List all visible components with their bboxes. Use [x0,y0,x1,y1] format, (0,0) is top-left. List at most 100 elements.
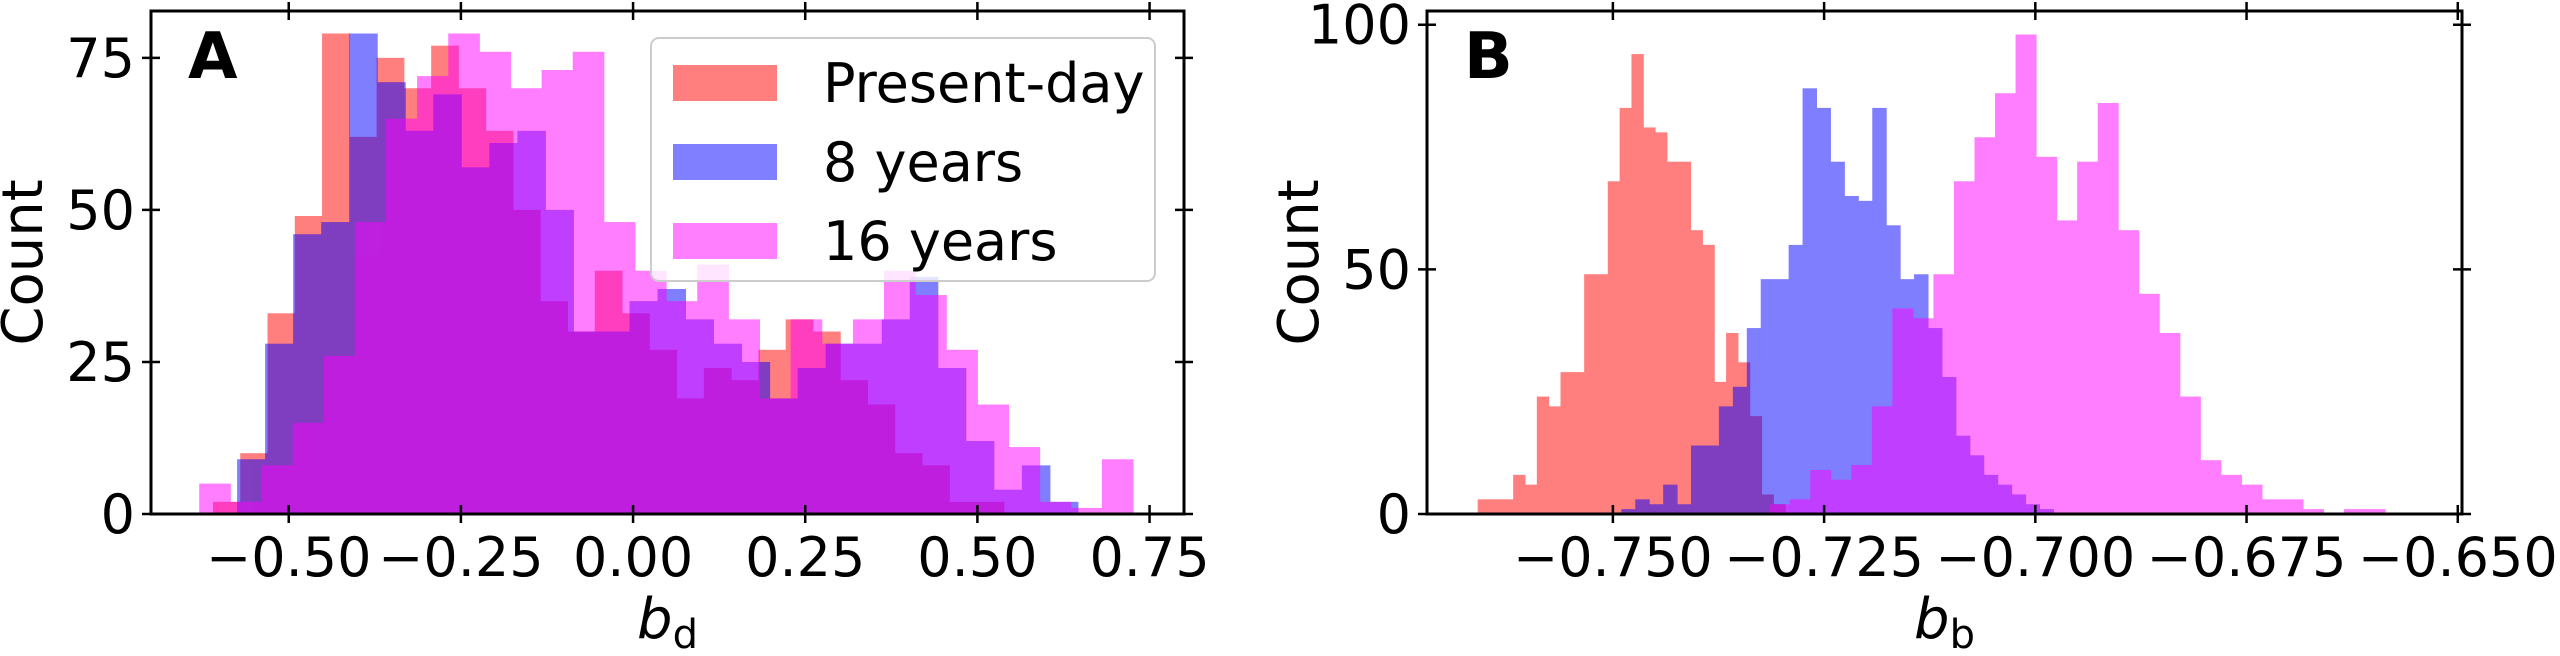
histogram-bar [603,222,636,514]
legend-label: Present-day [823,52,1144,115]
histogram-bar [1525,484,1538,514]
histogram-bar [2179,396,2201,514]
histogram-bar [1746,328,1762,514]
x-tick-label: 0.25 [745,526,865,589]
histogram-bar [1810,469,1832,514]
axes-frame [1425,9,2464,516]
x-tick-label: −0.50 [206,526,371,589]
histogram-bar [2159,332,2181,514]
histogram-bar [1788,244,1804,514]
histogram-bar [2118,230,2140,514]
x-tick-label: −0.750 [1513,526,1713,589]
histogram-bar [759,398,792,514]
histogram-bar [1912,318,1934,514]
x-tick-label: 0.00 [573,526,693,589]
histogram-bar [1678,161,1692,514]
histogram-bar [1666,161,1680,514]
histogram-bar [946,349,978,514]
histogram-bar [1690,230,1703,514]
legend-label: 8 years [823,131,1023,194]
histogram-bar [1635,499,1650,514]
x-tick-label: 0.50 [917,526,1037,589]
histogram-bar [230,501,262,514]
histogram-bar [1536,396,1550,514]
histogram-bar [1732,386,1748,514]
histogram-bar [1844,195,1859,514]
histogram-bar [1830,161,1845,514]
legend-label: 16 years [823,210,1057,273]
histogram-bar [1816,107,1831,514]
histogram-bar [821,343,854,514]
x-axis-label: bd [637,587,698,652]
histogram-bar [790,319,823,514]
histogram-bar [852,319,885,514]
x-tick-label: −0.700 [1935,526,2135,589]
histogram-bar [2220,474,2242,514]
histogram-bar [1070,507,1103,514]
histogram-bar [2077,161,2099,514]
histogram-bar [2302,509,2325,514]
y-tick-label: 25 [66,331,135,394]
y-tick-label: 0 [1377,483,1411,546]
histogram-bar [2036,156,2058,514]
histogram-bar [1595,274,1609,514]
x-tick-label: −0.725 [1724,526,1924,589]
histogram-bar [1677,504,1692,514]
x-tick-label: −0.675 [2147,526,2347,589]
histogram-bar [2364,509,2386,514]
legend: Present-day 8 years 16 years [650,37,1156,282]
legend-swatch [673,65,777,101]
series-16-years [1769,34,2386,514]
x-tick-label: 0.75 [1089,526,1209,589]
histogram-bar [1619,107,1632,514]
histogram-bar [1631,54,1644,514]
axes-frame [149,9,1186,516]
histogram-bar [697,264,729,514]
histogram-bar [1663,484,1678,514]
histogram-bar [2344,509,2366,514]
y-tick-label: 75 [66,27,135,90]
histogram-bar [1871,406,1893,514]
histogram-bar [199,483,231,514]
histogram-bar [1691,445,1706,514]
histogram-bar [448,33,480,514]
histogram-bar [1774,279,1790,514]
legend-item: Present-day [673,52,1144,115]
histogram-bar [1789,499,1811,514]
x-axis-label-symbol: b [637,587,673,652]
panel-a: −0.50 −0.25 0.00 0.25 0.50 0.75 0 25 50 75 A Count b… [0,2,1210,656]
histogram-bar [1760,279,1776,514]
histogram-bar [1501,499,1514,514]
histogram-bar [1008,447,1041,514]
histogram-bar [1643,127,1656,514]
panel-label: B [1464,20,1513,94]
histogram-bar [1584,274,1597,514]
histogram-bar [1704,445,1720,514]
histogram-bar [1560,372,1573,514]
histogram-bar [1649,504,1664,514]
x-axis-label-subscript: d [673,612,698,652]
histogram-bar [1548,406,1561,514]
legend-swatch [673,144,777,180]
x-axis-label: bb [1914,587,1975,652]
histogram-bar [1718,406,1734,514]
histogram-bar [2138,293,2160,514]
histogram-bar [1892,308,1914,514]
histogram-bar [323,355,356,514]
histogram-bar [1655,132,1668,514]
x-tick-label: −0.25 [378,526,543,589]
bars [199,33,1134,514]
histogram-bar [1572,372,1585,514]
histogram-bar [292,422,325,514]
histogram-bar [1607,181,1621,514]
series-16-years [199,33,1134,514]
histogram-bar [541,69,574,514]
legend-item: 8 years [673,131,1023,194]
histogram-bar [385,118,418,514]
histogram-bar [2015,34,2037,514]
legend-swatch [673,223,777,259]
histogram-bar [2261,499,2283,514]
panel-label: A [188,20,238,94]
y-tick-label: 0 [101,483,135,546]
